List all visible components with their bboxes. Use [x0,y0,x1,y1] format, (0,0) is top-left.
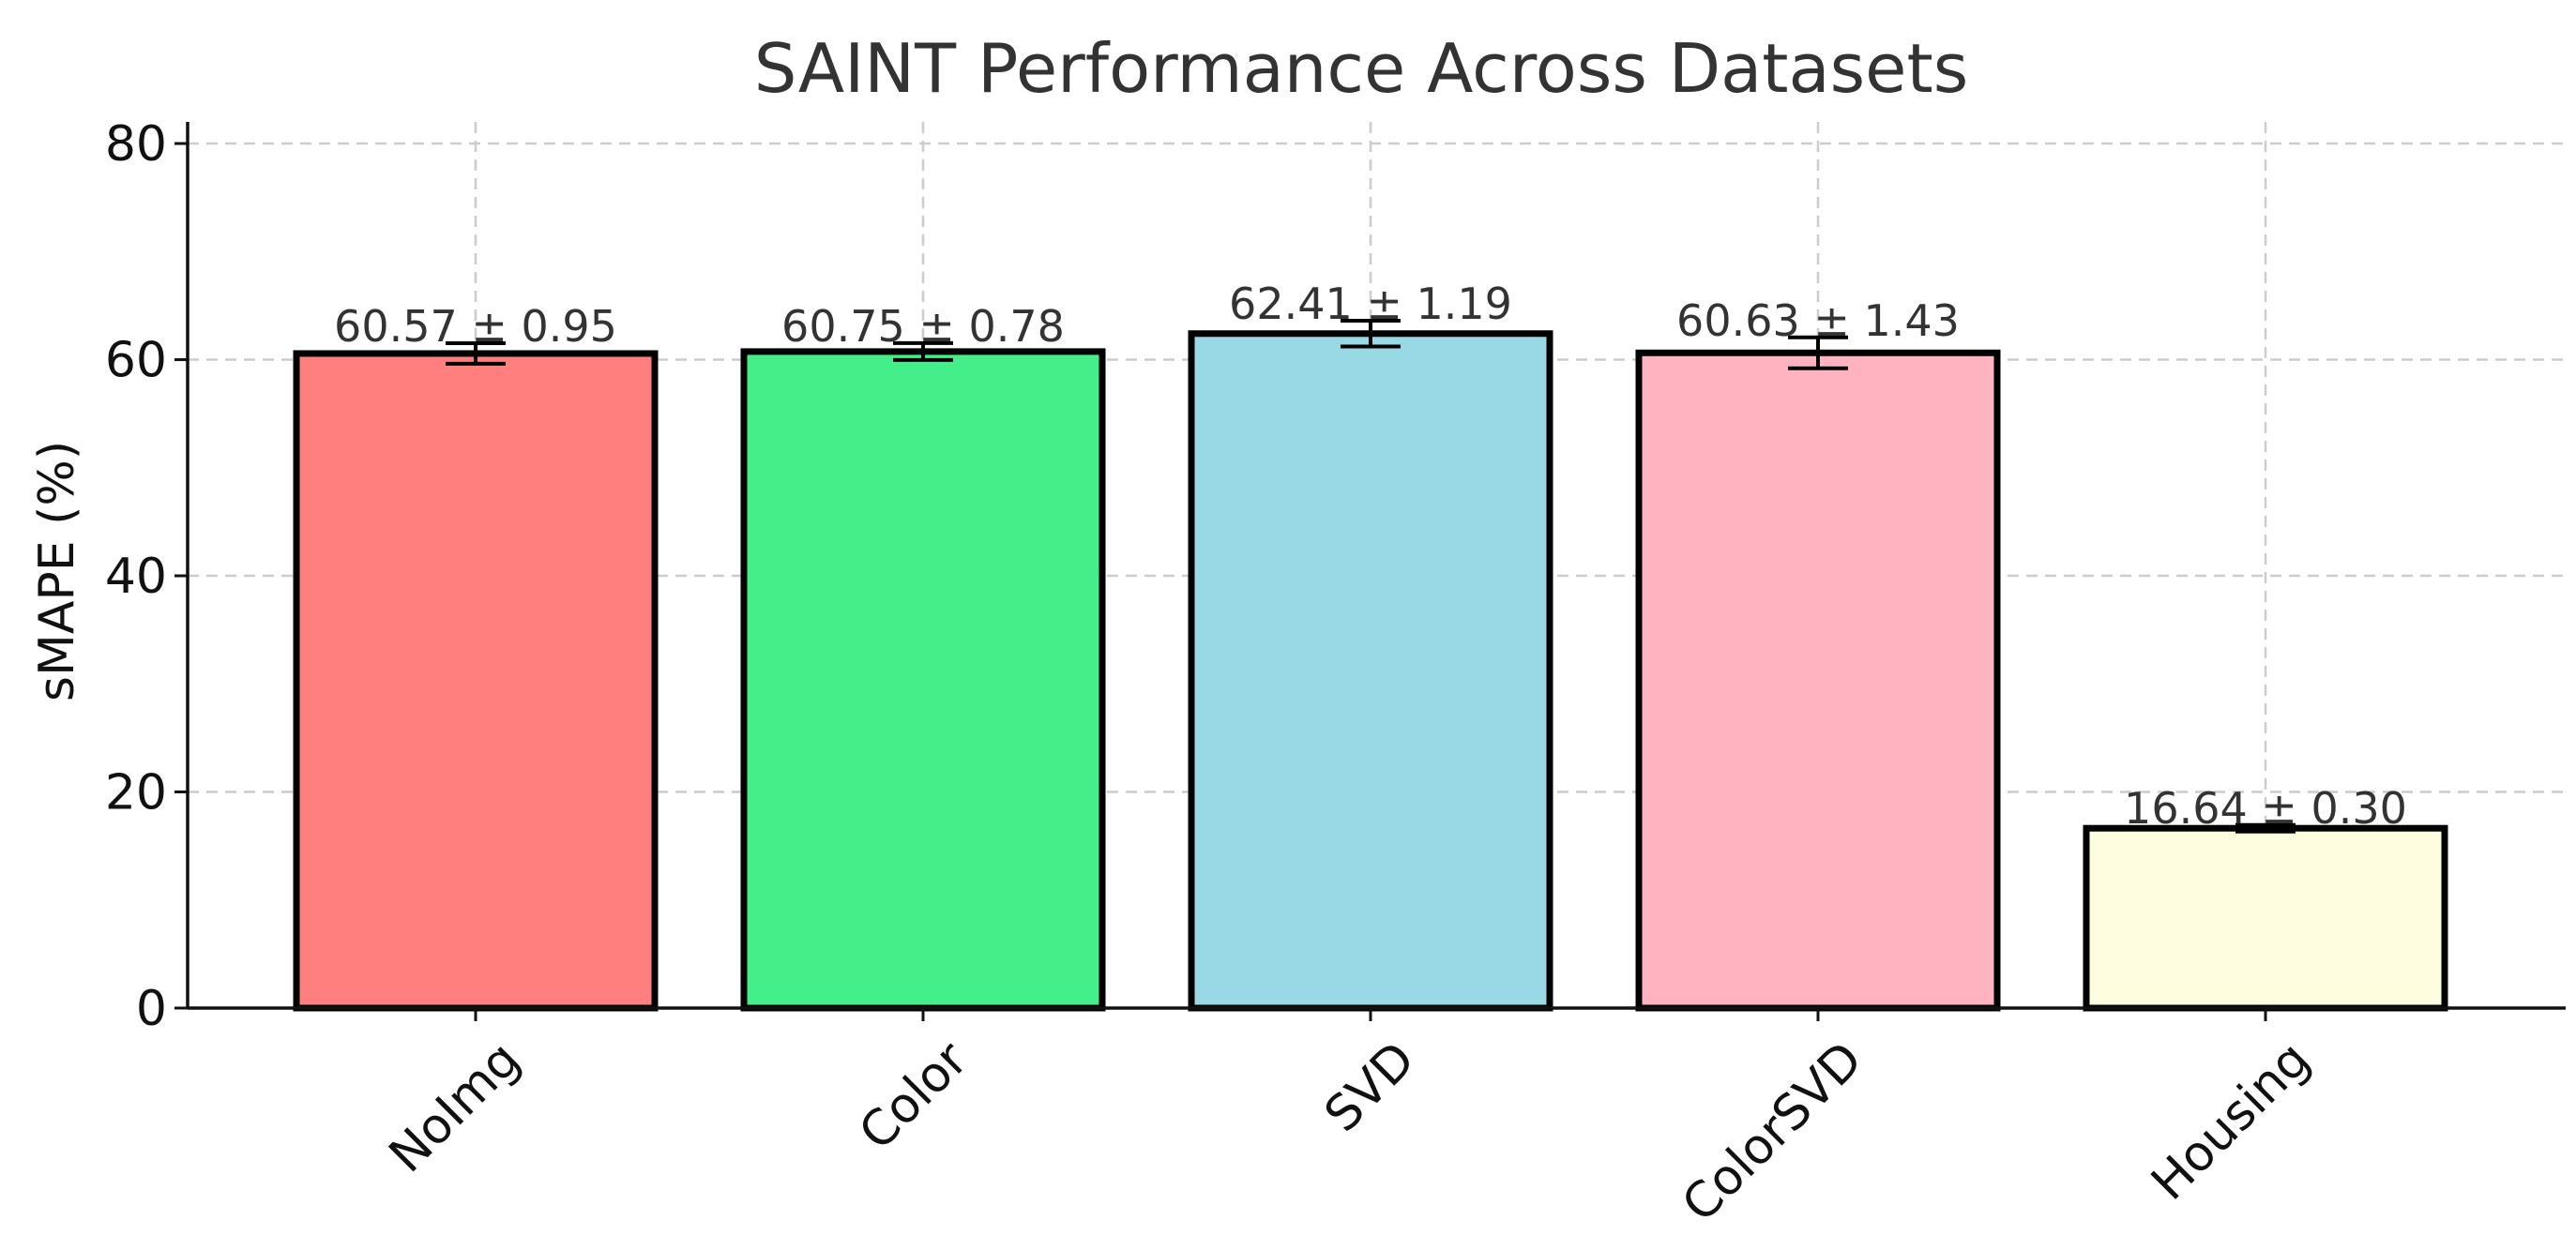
data-label: 16.64 ± 0.30 [2124,783,2407,834]
bar-noimg [293,350,659,1012]
x-tick-label: Color [849,1031,979,1161]
y-tick-label: 0 [136,981,167,1037]
y-tick-label: 80 [105,116,167,173]
y-axis-label: sMAPE (%) [29,441,85,701]
data-label: 62.41 ± 1.19 [1229,279,1512,329]
y-tick-label: 20 [105,765,167,821]
error-bar [1788,335,1848,370]
bars [293,319,2448,1012]
chart-title: SAINT Performance Across Datasets [754,29,1968,108]
bar-color [740,348,1106,1012]
x-tick-labels: NoImg Color SVD ColorSVD Housing [379,1031,2321,1233]
x-tick-label: Housing [2141,1032,2321,1212]
axes [174,122,2566,1021]
data-label: 60.57 ± 0.95 [334,301,617,352]
y-tick-label: 60 [105,333,167,389]
x-tick-label: NoImg [379,1032,531,1183]
error-bar [1341,319,1401,349]
data-label: 60.75 ± 0.78 [781,301,1065,352]
y-tick-labels: 0 20 40 60 80 [105,116,167,1037]
bar-housing [2083,824,2448,1012]
error-bar [2235,822,2296,834]
bar-colorsvd [1635,349,2001,1012]
error-bar [893,340,953,362]
bar-svd [1188,330,1553,1012]
data-labels: 60.57 ± 0.95 60.75 ± 0.78 62.41 ± 1.19 60.6… [334,279,2407,834]
x-tick-label: ColorSVD [1672,1032,1873,1233]
error-bar [446,341,506,366]
x-tick-label: SVD [1314,1032,1426,1143]
y-tick-label: 40 [105,549,167,605]
data-label: 60.63 ± 1.43 [1676,295,1960,346]
